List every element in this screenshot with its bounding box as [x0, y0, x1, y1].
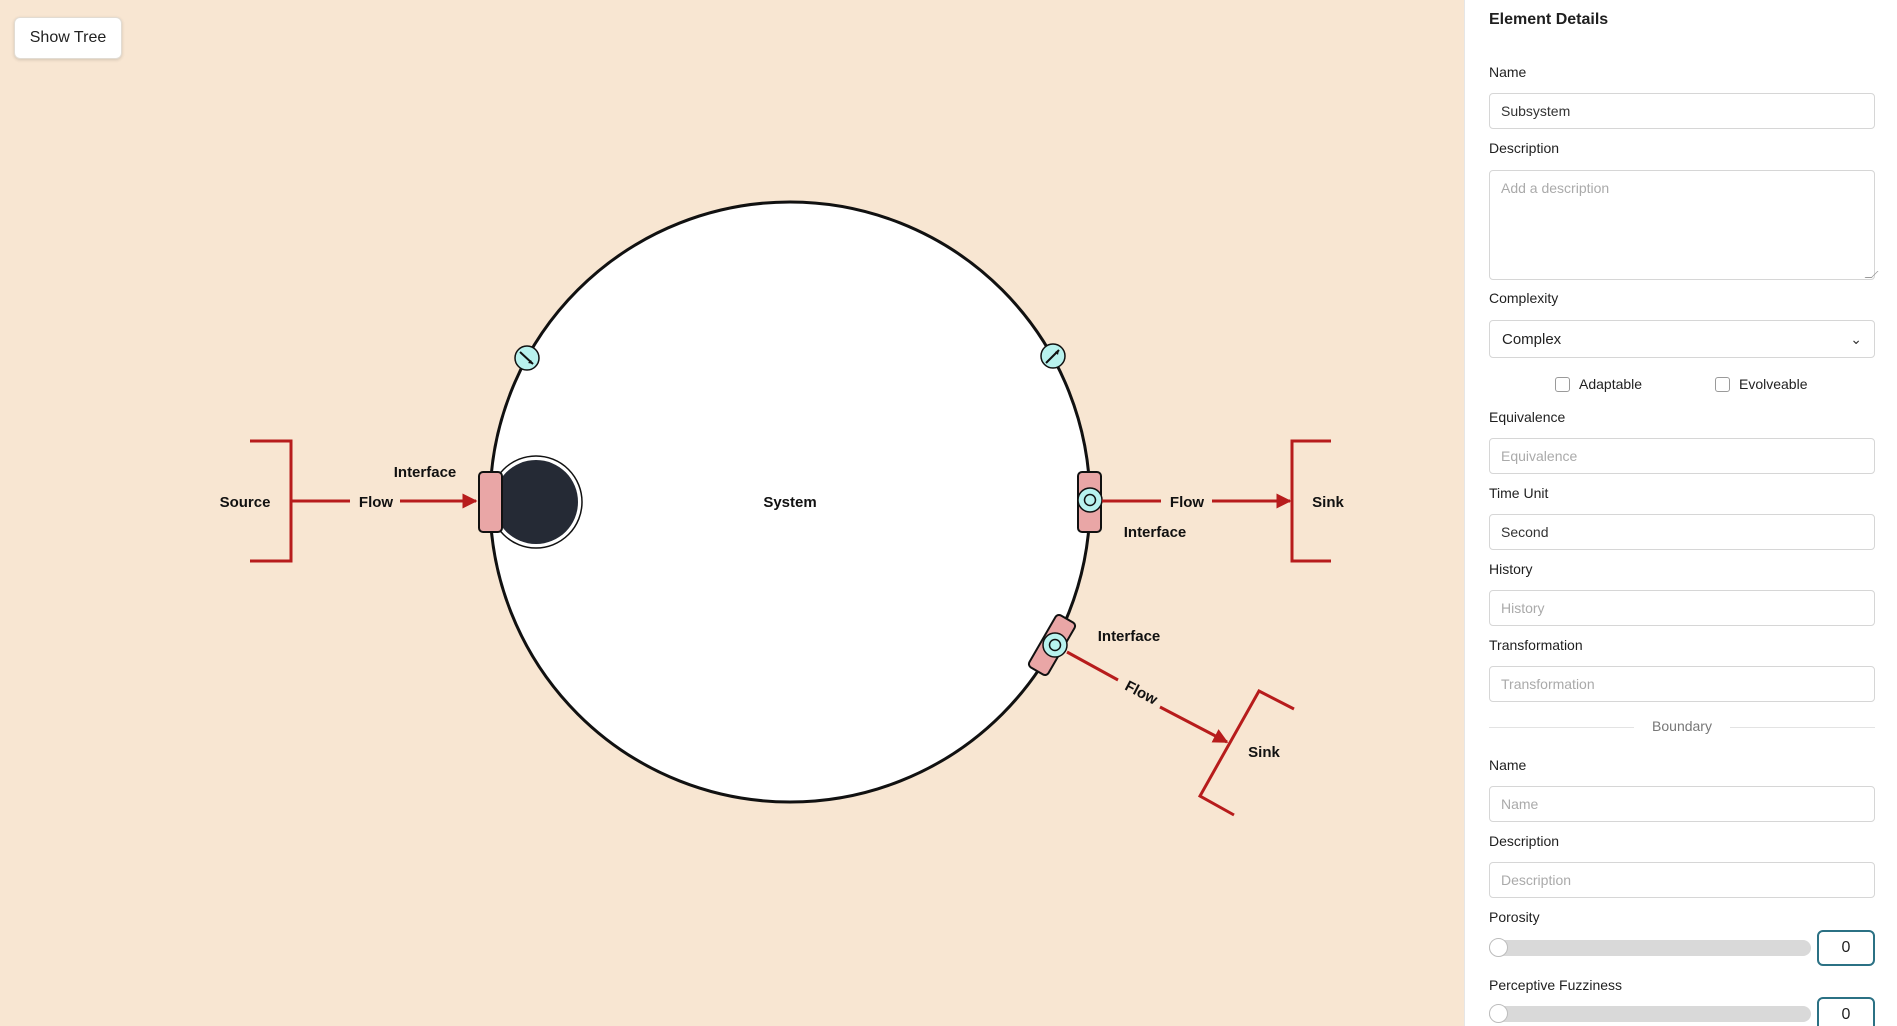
boundary-name-input[interactable]: Name	[1489, 786, 1875, 822]
equivalence-input[interactable]: Equivalence	[1489, 438, 1875, 474]
flow-line-diag-b[interactable]	[1159, 705, 1229, 744]
system-label: System	[763, 494, 816, 511]
complexity-label: Complexity	[1489, 290, 1559, 306]
porosity-slider[interactable]	[1489, 940, 1811, 956]
flow-label-diag: Flow	[1122, 678, 1160, 709]
complexity-value: Complex	[1502, 330, 1562, 348]
interface-label-right: Interface	[1124, 524, 1187, 541]
adaptable-label: Adaptable	[1579, 376, 1643, 392]
description-textarea[interactable]: Add a description	[1489, 170, 1875, 280]
fuzziness-slider-thumb[interactable]	[1489, 1004, 1508, 1023]
time-unit-input[interactable]: Second	[1489, 514, 1875, 550]
time-unit-label: Time Unit	[1489, 485, 1549, 501]
description-label: Description	[1489, 140, 1560, 156]
name-input[interactable]: Subsystem	[1489, 93, 1875, 129]
diagram-canvas[interactable]: System Source Flow Interface Interface F…	[0, 0, 1464, 1026]
evolveable-checkbox[interactable]: Evolveable	[1715, 376, 1808, 392]
history-label: History	[1489, 561, 1533, 577]
adaptable-checkbox[interactable]: Adaptable	[1555, 376, 1642, 392]
gauge-icon-left[interactable]	[514, 345, 540, 371]
port-lower-right-inner	[1048, 638, 1062, 652]
panel-title: Element Details	[1489, 11, 1609, 28]
system-diagram[interactable]: System Source Flow Interface Interface F…	[0, 0, 1464, 1026]
complexity-select[interactable]: Complex ⌄	[1489, 320, 1875, 358]
sink-boundary-lower[interactable]	[1197, 689, 1295, 817]
flow-label-left: Flow	[359, 494, 393, 511]
interface-label-lower: Interface	[1098, 628, 1161, 645]
boundary-description-label: Description	[1489, 833, 1560, 849]
transformation-label: Transformation	[1489, 637, 1583, 653]
equivalence-label: Equivalence	[1489, 409, 1566, 425]
porosity-label: Porosity	[1489, 909, 1540, 925]
evolveable-label: Evolveable	[1739, 376, 1808, 392]
sink-boundary-right[interactable]	[1290, 439, 1331, 563]
fuzziness-slider[interactable]	[1489, 1006, 1811, 1022]
subsystem-core	[494, 460, 578, 544]
flow-label-right: Flow	[1170, 494, 1204, 511]
evolveable-checkbox-box[interactable]	[1715, 376, 1730, 392]
history-input[interactable]: History	[1489, 590, 1875, 626]
boundary-section-label: Boundary	[1634, 718, 1730, 734]
fuzziness-number-input[interactable]: 0	[1817, 997, 1875, 1026]
interface-label-left: Interface	[394, 464, 457, 481]
show-tree-button[interactable]: Show Tree	[14, 17, 122, 59]
transformation-input[interactable]: Transformation	[1489, 666, 1875, 702]
adaptable-checkbox-box[interactable]	[1555, 376, 1570, 392]
port-right-inner	[1083, 493, 1097, 507]
porosity-slider-thumb[interactable]	[1489, 938, 1508, 957]
boundary-description-input[interactable]: Description	[1489, 862, 1875, 898]
element-details-panel: Element Details Name Subsystem Descripti…	[1464, 0, 1897, 1026]
boundary-name-label: Name	[1489, 757, 1527, 773]
sink-label-right: Sink	[1312, 494, 1344, 511]
gauge-icon-right[interactable]	[1040, 343, 1066, 369]
porosity-number-input[interactable]: 0	[1817, 930, 1875, 966]
name-label: Name	[1489, 64, 1527, 80]
port-right[interactable]	[1077, 487, 1103, 513]
flow-line-diag-a[interactable]	[1066, 650, 1119, 682]
sink-label-lower: Sink	[1248, 744, 1280, 761]
source-label: Source	[220, 494, 271, 511]
port-lower-right[interactable]	[1042, 632, 1068, 658]
fuzziness-label: Perceptive Fuzziness	[1489, 977, 1623, 993]
interface-left[interactable]	[478, 471, 503, 533]
chevron-down-icon: ⌄	[1850, 330, 1862, 347]
